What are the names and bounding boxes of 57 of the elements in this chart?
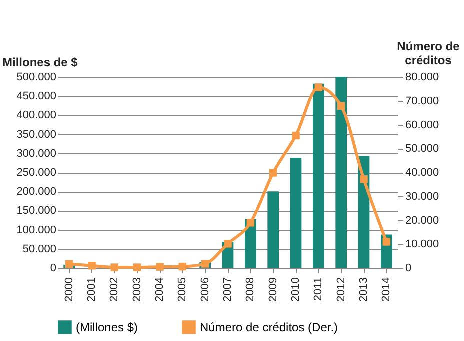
point [292,132,300,140]
x-tick-label: 2003 [131,278,144,302]
y2-tick-label: 40.000 [406,167,440,179]
point [224,240,232,248]
y2-tick-label: 20.000 [406,214,440,227]
y2-tick-label: 50.000 [406,143,440,156]
x-tick-label: 2009 [267,278,280,302]
y-tick-label: 200.000 [16,186,56,198]
x-tick-label: 2005 [176,278,189,302]
x-tick-label: 2013 [358,278,370,302]
x-tick-label: 2010 [290,278,302,302]
bar [268,192,279,268]
y-tick-label: 300.000 [16,148,56,160]
y2-tick-label: 10.000 [406,238,440,251]
point [337,102,346,110]
y-tick-label: 400.000 [16,110,56,122]
bar [336,77,347,268]
y-tick-label: 0 [50,262,56,274]
y-tick-label: 250.000 [16,167,56,179]
y2-tick-label: 60.000 [406,119,440,132]
point [360,176,368,184]
point [314,84,323,92]
legend-label: Número de créditos (Der.) [200,320,338,334]
y-tick-label: 500.000 [16,72,56,84]
y-tick-label: 100.000 [16,224,56,236]
y-tick-label: 50.000 [22,243,56,256]
point [178,262,187,271]
x-tick-label: 2002 [108,278,121,302]
x-tick-label: 2004 [154,278,166,302]
point [110,264,119,272]
y2-tick-label: 30.000 [406,190,440,203]
legend-label: (Millones $) [76,320,138,334]
y2-tick-label: 80.000 [406,72,440,84]
y-axis-title: Millones de $ [2,56,78,70]
x-tick-label: 2007 [222,278,234,302]
point [156,263,164,271]
y-tick-label: 450.000 [16,90,56,103]
x-tick-label: 2000 [63,278,76,302]
y-tick-label: 350.000 [16,128,56,141]
point [65,260,74,268]
point [88,262,96,270]
point [246,219,255,227]
x-tick-label: 2001 [86,278,98,302]
point [382,238,391,246]
y2-axis-title: Número de créditos [397,40,460,68]
y-tick-label: 150.000 [16,205,56,218]
bar [290,158,302,268]
x-tick-label: 2011 [312,278,325,302]
x-tick-label: 2014 [380,278,393,302]
point [269,169,278,177]
y2-tick-label: 70.000 [406,95,440,108]
x-tick-label: 2012 [335,278,348,302]
bar [313,84,324,268]
point [133,264,142,272]
y2-tick-label: 0 [406,262,412,274]
x-tick-label: 2006 [199,278,212,302]
x-tick-label: 2008 [244,278,257,302]
